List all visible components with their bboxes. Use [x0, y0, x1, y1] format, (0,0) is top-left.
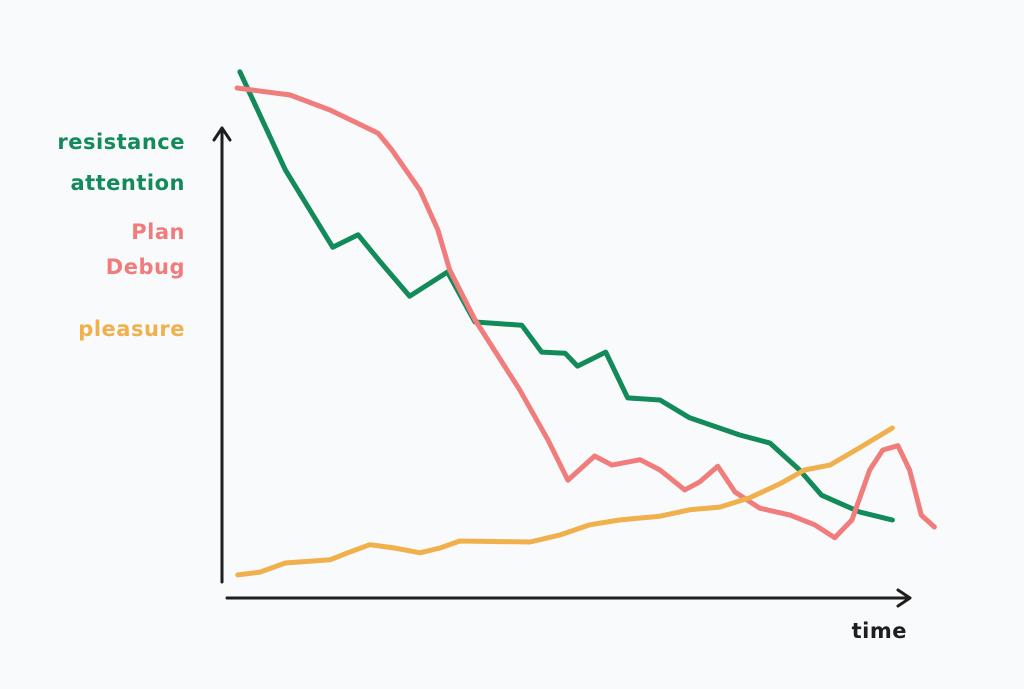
legend-label: attention	[70, 171, 185, 195]
line	[237, 69, 895, 523]
legend-label: resistance	[57, 130, 185, 154]
y-axis	[212, 126, 232, 584]
x-axis-label: time	[852, 619, 907, 643]
legend-label: Debug	[106, 255, 185, 279]
x-axis	[225, 588, 912, 608]
line	[234, 85, 937, 541]
legend-label: Plan	[131, 220, 185, 244]
line	[235, 425, 895, 578]
legend-label: pleasure	[78, 317, 185, 341]
